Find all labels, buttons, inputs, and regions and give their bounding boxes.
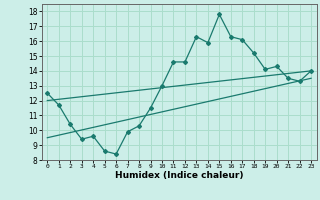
X-axis label: Humidex (Indice chaleur): Humidex (Indice chaleur) [115,171,244,180]
